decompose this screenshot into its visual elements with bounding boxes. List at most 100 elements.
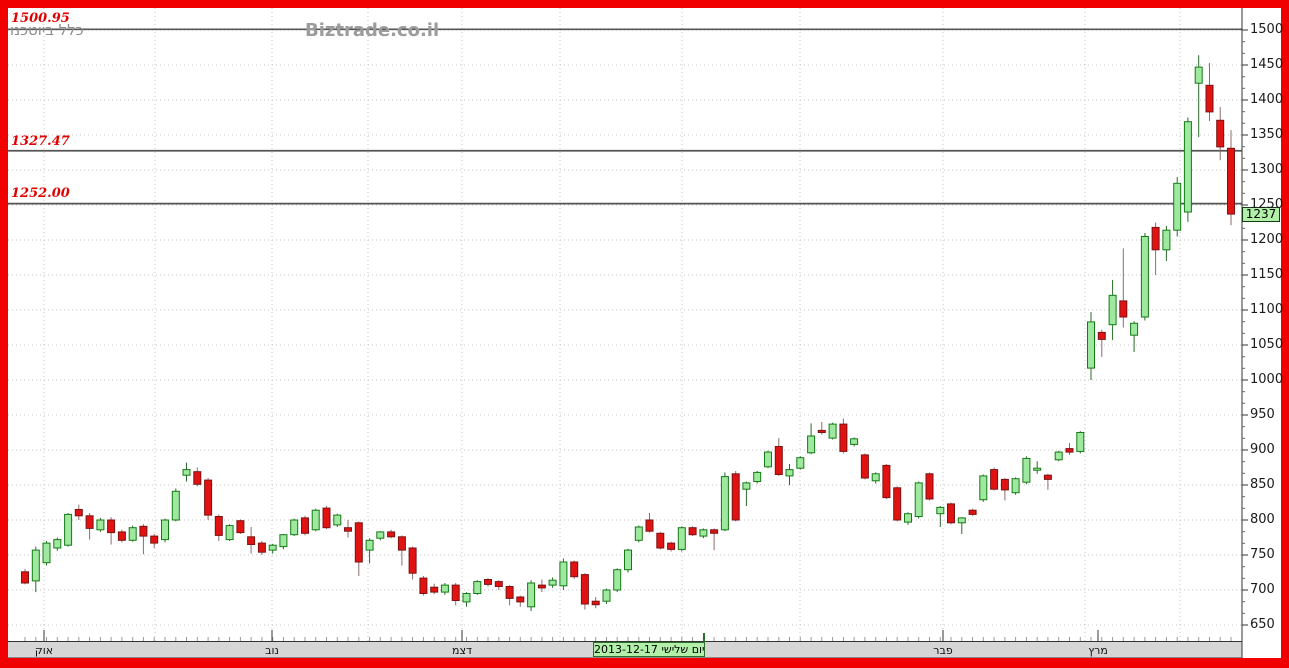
candle-up[interactable]	[225, 525, 234, 541]
candle-down[interactable]	[839, 423, 848, 452]
candle-up[interactable]	[473, 581, 482, 594]
candle-down[interactable]	[257, 542, 266, 553]
candle-up[interactable]	[828, 423, 837, 439]
candle-up[interactable]	[1054, 451, 1063, 461]
candle-up[interactable]	[677, 527, 686, 550]
candle-up[interactable]	[807, 435, 816, 454]
candle-up[interactable]	[785, 469, 794, 477]
candle-up[interactable]	[64, 513, 73, 546]
candle-down[interactable]	[322, 507, 331, 529]
candle-up[interactable]	[1022, 457, 1031, 483]
candle-down[interactable]	[21, 571, 29, 584]
candle-down[interactable]	[731, 473, 740, 521]
candle-up[interactable]	[753, 471, 762, 482]
candle-up[interactable]	[613, 569, 622, 591]
candle-up[interactable]	[161, 519, 169, 541]
candle-down[interactable]	[893, 487, 902, 521]
candle-up[interactable]	[31, 549, 40, 582]
candle-up[interactable]	[268, 544, 277, 551]
candle-down[interactable]	[430, 586, 439, 593]
candle-down[interactable]	[860, 454, 869, 479]
candle-down[interactable]	[882, 464, 891, 499]
candle-up[interactable]	[1140, 236, 1149, 318]
candle-up[interactable]	[850, 438, 859, 445]
candle-down[interactable]	[408, 547, 417, 574]
candle-up[interactable]	[904, 513, 912, 523]
candle-down[interactable]	[204, 479, 213, 516]
candle-up[interactable]	[1130, 322, 1139, 336]
candle-up[interactable]	[182, 469, 191, 476]
candle-down[interactable]	[397, 536, 406, 551]
candle-down[interactable]	[516, 596, 525, 603]
candle-down[interactable]	[990, 469, 999, 490]
candle-down[interactable]	[968, 509, 977, 515]
candle-down[interactable]	[247, 536, 256, 545]
candle-up[interactable]	[559, 561, 568, 587]
candle-down[interactable]	[193, 471, 202, 485]
candle-down[interactable]	[570, 561, 579, 578]
candle-up[interactable]	[914, 482, 923, 517]
candle-down[interactable]	[656, 532, 665, 549]
candle-up[interactable]	[764, 451, 772, 468]
candle-up[interactable]	[796, 457, 805, 469]
candle-up[interactable]	[1194, 66, 1203, 84]
candle-up[interactable]	[936, 506, 945, 515]
candle-down[interactable]	[301, 517, 309, 534]
candle-up[interactable]	[96, 519, 105, 531]
candle-down[interactable]	[505, 586, 514, 599]
candle-up[interactable]	[290, 519, 299, 536]
candle-up[interactable]	[53, 539, 62, 549]
candle-down[interactable]	[774, 446, 783, 475]
candle-down[interactable]	[387, 531, 396, 538]
candle-up[interactable]	[42, 542, 51, 564]
candle-up[interactable]	[720, 476, 729, 531]
candle-up[interactable]	[527, 582, 536, 608]
candle-up[interactable]	[311, 509, 320, 531]
candle-down[interactable]	[85, 515, 94, 529]
candle-up[interactable]	[1033, 467, 1042, 471]
candle-up[interactable]	[742, 482, 751, 490]
candle-down[interactable]	[1205, 84, 1214, 113]
candle-down[interactable]	[1097, 331, 1106, 340]
candle-up[interactable]	[1173, 182, 1182, 231]
candle-down[interactable]	[1119, 300, 1128, 318]
candle-down[interactable]	[1000, 478, 1009, 491]
candle-down[interactable]	[580, 574, 589, 605]
candle-up[interactable]	[171, 490, 180, 521]
candle-down[interactable]	[1043, 474, 1052, 480]
candle-down[interactable]	[1065, 448, 1074, 453]
candle-down[interactable]	[484, 579, 492, 585]
candle-down[interactable]	[354, 522, 363, 563]
candle-up[interactable]	[1011, 478, 1020, 494]
candle-down[interactable]	[117, 531, 126, 541]
candle-down[interactable]	[139, 525, 148, 537]
candle-down[interactable]	[645, 519, 654, 532]
candle-up[interactable]	[376, 531, 385, 539]
candle-down[interactable]	[817, 429, 826, 433]
candle-up[interactable]	[871, 473, 880, 482]
candle-up[interactable]	[1183, 121, 1192, 213]
candle-down[interactable]	[537, 584, 546, 589]
candle-down[interactable]	[419, 577, 428, 594]
candle-down[interactable]	[1151, 226, 1160, 251]
candle-up[interactable]	[1076, 432, 1085, 452]
candle-up[interactable]	[548, 579, 557, 586]
candle-up[interactable]	[1108, 294, 1117, 326]
candle-up[interactable]	[128, 527, 137, 541]
candle-down[interactable]	[451, 584, 460, 601]
candle-up[interactable]	[957, 517, 966, 524]
candle-up[interactable]	[333, 514, 342, 526]
candle-down[interactable]	[1216, 119, 1225, 148]
candle-down[interactable]	[107, 519, 116, 534]
candle-down[interactable]	[214, 516, 223, 536]
candle-down[interactable]	[688, 527, 697, 536]
candle-up[interactable]	[624, 549, 632, 571]
candle-up[interactable]	[279, 534, 288, 548]
candle-down[interactable]	[925, 473, 934, 500]
candle-down[interactable]	[591, 600, 600, 606]
candle-up[interactable]	[634, 526, 643, 541]
candle-up[interactable]	[699, 529, 708, 537]
candle-up[interactable]	[1087, 321, 1095, 369]
candle-up[interactable]	[365, 539, 374, 551]
